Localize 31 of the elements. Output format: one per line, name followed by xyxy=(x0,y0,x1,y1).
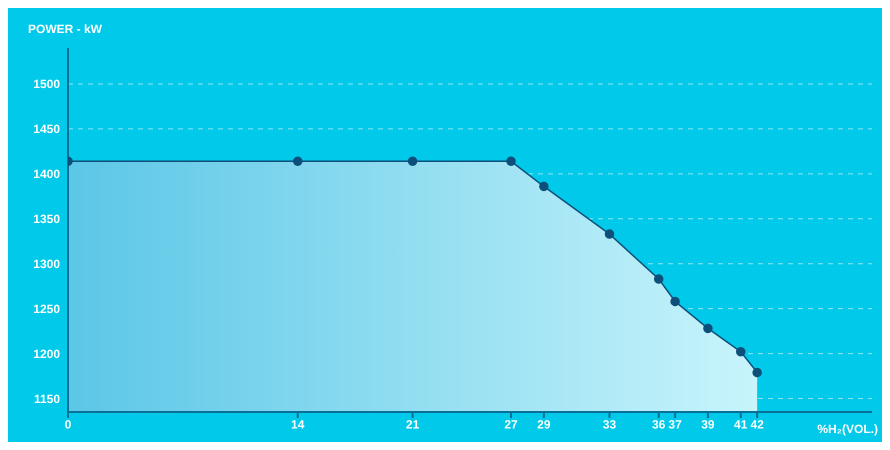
y-tick-label: 1150 xyxy=(34,392,60,406)
y-tick-label: 1500 xyxy=(33,77,60,92)
x-tick-label: 42 xyxy=(750,418,764,432)
y-tick-label: 1300 xyxy=(33,256,60,271)
x-tick-label: 37 xyxy=(668,418,682,432)
x-tick-label: 0 xyxy=(64,418,72,432)
y-tick-label: 1200 xyxy=(33,346,60,361)
point xyxy=(539,182,549,192)
point xyxy=(408,156,418,166)
y-tick-label: 1350 xyxy=(33,212,60,226)
x-tick-label: 33 xyxy=(602,418,616,432)
y-axis-title: POWER - kW xyxy=(28,22,102,36)
point xyxy=(506,156,516,166)
x-tick-label: 39 xyxy=(701,418,715,432)
point xyxy=(736,347,746,357)
y-tick-label: 1250 xyxy=(33,302,60,316)
point xyxy=(604,229,614,239)
point xyxy=(703,324,713,334)
point xyxy=(752,368,762,378)
x-tick-label: 14 xyxy=(291,418,305,432)
point xyxy=(654,274,664,284)
x-tick-label: 29 xyxy=(537,418,551,432)
point xyxy=(292,156,302,166)
point xyxy=(670,296,680,306)
x-tick-label: 21 xyxy=(406,418,420,432)
x-tick-label: 36 xyxy=(652,418,666,432)
x-tick-label: 27 xyxy=(504,418,518,432)
x-tick-label: 41 xyxy=(734,418,748,432)
x-axis-title: %H₂(VOL.) xyxy=(817,422,878,436)
y-tick-label: 1400 xyxy=(33,167,60,182)
y-tick-label: 1450 xyxy=(33,122,60,136)
